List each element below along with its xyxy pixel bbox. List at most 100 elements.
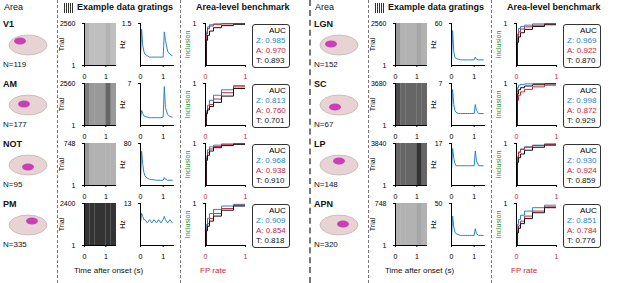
- svg-text:2560: 2560: [371, 20, 387, 27]
- svg-text:0: 0: [515, 193, 519, 200]
- svg-text:Trial: Trial: [369, 217, 376, 231]
- svg-text:0: 0: [204, 253, 208, 260]
- svg-text:1: 1: [104, 193, 108, 200]
- svg-text:0: 0: [450, 253, 454, 260]
- svg-text:Inclusion: Inclusion: [184, 211, 191, 239]
- svg-text:80: 80: [124, 140, 132, 147]
- svg-text:Trial: Trial: [58, 97, 65, 111]
- svg-text:0: 0: [204, 133, 208, 140]
- svg-text:1: 1: [72, 182, 76, 189]
- svg-text:Inclusion: Inclusion: [184, 31, 191, 59]
- svg-text:2400: 2400: [60, 200, 76, 207]
- svg-text:0: 0: [139, 193, 143, 200]
- svg-text:1: 1: [383, 182, 387, 189]
- svg-text:Hz: Hz: [430, 100, 437, 109]
- svg-text:Inclusion: Inclusion: [495, 151, 502, 179]
- svg-text:Hz: Hz: [119, 100, 126, 109]
- svg-text:0: 0: [139, 253, 143, 260]
- svg-text:1: 1: [472, 133, 476, 140]
- svg-text:1: 1: [415, 73, 419, 80]
- svg-text:0: 0: [450, 133, 454, 140]
- svg-text:0: 0: [139, 73, 143, 80]
- svg-text:Inclusion: Inclusion: [495, 91, 502, 119]
- svg-text:748: 748: [375, 200, 387, 207]
- svg-text:1: 1: [193, 200, 197, 207]
- svg-text:1: 1: [161, 73, 165, 80]
- svg-text:7: 7: [439, 80, 443, 87]
- svg-text:Trial: Trial: [369, 157, 376, 171]
- svg-text:Hz: Hz: [430, 40, 437, 49]
- svg-text:Trial: Trial: [58, 157, 65, 171]
- svg-text:0: 0: [139, 133, 143, 140]
- svg-text:1: 1: [504, 20, 508, 27]
- svg-text:Hz: Hz: [430, 220, 437, 229]
- svg-text:0: 0: [83, 73, 87, 80]
- svg-text:Inclusion: Inclusion: [184, 91, 191, 119]
- svg-text:0: 0: [515, 253, 519, 260]
- svg-text:0: 0: [83, 133, 87, 140]
- svg-text:1: 1: [193, 140, 197, 147]
- svg-text:0: 0: [394, 193, 398, 200]
- svg-text:0: 0: [515, 133, 519, 140]
- svg-text:Trial: Trial: [369, 37, 376, 51]
- svg-text:1: 1: [161, 193, 165, 200]
- svg-text:1: 1: [193, 20, 197, 27]
- svg-text:2560: 2560: [60, 80, 76, 87]
- svg-text:2560: 2560: [60, 20, 76, 27]
- svg-text:1: 1: [244, 73, 248, 80]
- svg-text:1: 1: [555, 253, 559, 260]
- svg-text:1: 1: [244, 193, 248, 200]
- svg-text:Hz: Hz: [119, 40, 126, 49]
- svg-text:50: 50: [435, 200, 443, 207]
- svg-text:1: 1: [504, 200, 508, 207]
- svg-text:1: 1: [555, 193, 559, 200]
- svg-text:1: 1: [193, 80, 197, 87]
- svg-text:13: 13: [124, 200, 132, 207]
- svg-text:1: 1: [104, 73, 108, 80]
- svg-text:0: 0: [450, 73, 454, 80]
- svg-text:0: 0: [204, 193, 208, 200]
- svg-text:1: 1: [383, 62, 387, 69]
- svg-text:1: 1: [244, 133, 248, 140]
- svg-text:Inclusion: Inclusion: [184, 151, 191, 179]
- svg-text:1: 1: [415, 253, 419, 260]
- svg-text:7: 7: [128, 80, 132, 87]
- svg-text:1: 1: [104, 253, 108, 260]
- svg-text:60: 60: [435, 20, 443, 27]
- svg-text:Trial: Trial: [369, 97, 376, 111]
- svg-text:1: 1: [504, 80, 508, 87]
- svg-text:1: 1: [555, 133, 559, 140]
- svg-text:Hz: Hz: [119, 220, 126, 229]
- svg-text:1.5: 1.5: [122, 20, 132, 27]
- svg-text:1: 1: [72, 122, 76, 129]
- svg-text:3680: 3680: [371, 80, 387, 87]
- svg-text:0: 0: [83, 193, 87, 200]
- svg-text:1: 1: [415, 133, 419, 140]
- svg-text:0: 0: [204, 73, 208, 80]
- svg-text:Hz: Hz: [430, 160, 437, 169]
- svg-text:Trial: Trial: [58, 217, 65, 231]
- svg-text:0: 0: [450, 193, 454, 200]
- svg-text:1: 1: [161, 133, 165, 140]
- svg-text:1: 1: [555, 73, 559, 80]
- svg-text:1: 1: [383, 242, 387, 249]
- svg-text:0: 0: [83, 253, 87, 260]
- svg-text:1: 1: [415, 193, 419, 200]
- svg-text:17: 17: [435, 140, 443, 147]
- svg-text:Hz: Hz: [119, 160, 126, 169]
- svg-text:1: 1: [72, 242, 76, 249]
- svg-text:Inclusion: Inclusion: [495, 31, 502, 59]
- svg-text:1: 1: [244, 253, 248, 260]
- svg-text:3840: 3840: [371, 140, 387, 147]
- svg-text:1: 1: [72, 62, 76, 69]
- svg-text:1: 1: [504, 140, 508, 147]
- svg-text:1: 1: [104, 133, 108, 140]
- svg-text:0: 0: [394, 253, 398, 260]
- svg-text:Inclusion: Inclusion: [495, 211, 502, 239]
- svg-text:1: 1: [161, 253, 165, 260]
- svg-text:1: 1: [383, 122, 387, 129]
- svg-text:0: 0: [394, 133, 398, 140]
- svg-text:Trial: Trial: [58, 37, 65, 51]
- svg-text:748: 748: [64, 140, 76, 147]
- svg-text:1: 1: [472, 73, 476, 80]
